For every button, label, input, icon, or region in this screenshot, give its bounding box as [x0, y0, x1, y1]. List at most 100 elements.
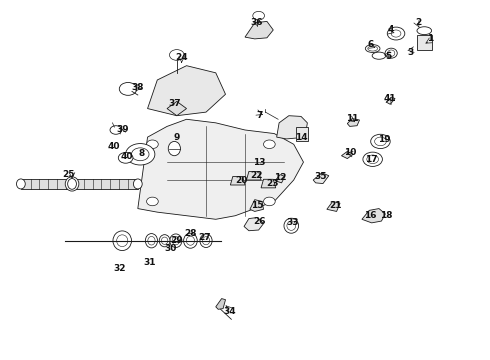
- Text: 36: 36: [250, 18, 263, 27]
- Text: 24: 24: [175, 53, 188, 62]
- Circle shape: [391, 30, 401, 37]
- Text: 8: 8: [139, 149, 145, 158]
- Circle shape: [374, 137, 386, 146]
- Ellipse shape: [372, 52, 386, 59]
- Polygon shape: [230, 176, 245, 185]
- Text: 25: 25: [62, 170, 75, 179]
- Text: 15: 15: [251, 201, 264, 210]
- Text: 37: 37: [169, 99, 181, 108]
- Ellipse shape: [200, 234, 212, 248]
- Text: 26: 26: [253, 217, 266, 226]
- Text: 33: 33: [287, 219, 299, 228]
- Polygon shape: [167, 102, 187, 116]
- Polygon shape: [138, 119, 303, 219]
- Text: 34: 34: [223, 307, 236, 316]
- Circle shape: [367, 155, 378, 163]
- Polygon shape: [246, 171, 261, 180]
- Text: 12: 12: [274, 173, 286, 182]
- Polygon shape: [327, 202, 340, 211]
- Ellipse shape: [117, 235, 128, 247]
- Circle shape: [147, 140, 158, 149]
- Ellipse shape: [184, 233, 197, 248]
- Circle shape: [110, 126, 122, 134]
- Bar: [416, 35, 432, 50]
- Circle shape: [253, 12, 265, 20]
- Bar: [21, 179, 138, 189]
- Ellipse shape: [168, 141, 180, 156]
- Circle shape: [387, 27, 405, 40]
- Polygon shape: [250, 200, 264, 211]
- Text: 22: 22: [250, 171, 263, 180]
- Ellipse shape: [113, 231, 131, 251]
- Ellipse shape: [161, 237, 168, 244]
- Polygon shape: [275, 175, 285, 183]
- Text: 40: 40: [107, 141, 120, 150]
- Ellipse shape: [417, 27, 432, 35]
- Polygon shape: [386, 97, 395, 104]
- Circle shape: [131, 148, 149, 161]
- Ellipse shape: [385, 48, 397, 58]
- Text: 32: 32: [113, 264, 125, 273]
- Text: 7: 7: [256, 111, 263, 120]
- Circle shape: [264, 140, 275, 149]
- Ellipse shape: [202, 237, 210, 245]
- Text: 39: 39: [116, 126, 128, 135]
- Text: 11: 11: [346, 114, 359, 123]
- Circle shape: [118, 153, 133, 163]
- Ellipse shape: [388, 50, 395, 57]
- Polygon shape: [313, 173, 329, 184]
- Ellipse shape: [133, 179, 142, 189]
- Text: 19: 19: [378, 135, 390, 144]
- Text: 30: 30: [165, 244, 177, 253]
- Text: 31: 31: [144, 258, 156, 267]
- Text: 29: 29: [171, 236, 183, 245]
- Text: 4: 4: [388, 26, 394, 35]
- Polygon shape: [245, 21, 273, 39]
- Ellipse shape: [368, 46, 377, 51]
- Text: 18: 18: [380, 211, 392, 220]
- Ellipse shape: [287, 221, 295, 230]
- Circle shape: [125, 144, 155, 165]
- Ellipse shape: [148, 237, 155, 245]
- Ellipse shape: [186, 236, 195, 245]
- Bar: [296, 127, 308, 141]
- Text: 1: 1: [427, 35, 433, 44]
- Text: 35: 35: [314, 172, 327, 181]
- Text: 41: 41: [384, 94, 396, 103]
- Text: 10: 10: [343, 148, 356, 157]
- Circle shape: [170, 50, 184, 60]
- Text: 9: 9: [173, 133, 180, 142]
- Text: 20: 20: [235, 176, 247, 185]
- Polygon shape: [347, 118, 360, 126]
- Polygon shape: [362, 208, 385, 223]
- Circle shape: [119, 82, 137, 95]
- Text: 38: 38: [131, 83, 144, 92]
- Ellipse shape: [170, 234, 182, 248]
- Text: 28: 28: [184, 229, 196, 238]
- Polygon shape: [216, 298, 225, 309]
- Ellipse shape: [284, 218, 298, 233]
- Polygon shape: [277, 116, 307, 139]
- Text: 21: 21: [329, 201, 342, 210]
- Circle shape: [264, 197, 275, 206]
- Polygon shape: [261, 179, 276, 188]
- Text: 3: 3: [408, 48, 414, 57]
- Text: 27: 27: [199, 233, 211, 242]
- Ellipse shape: [172, 237, 179, 245]
- Text: 23: 23: [266, 179, 278, 188]
- Text: 40: 40: [121, 152, 133, 161]
- Circle shape: [147, 197, 158, 206]
- Polygon shape: [147, 66, 225, 116]
- Text: 17: 17: [366, 155, 378, 164]
- Text: 16: 16: [365, 211, 377, 220]
- Text: 2: 2: [415, 18, 421, 27]
- Circle shape: [371, 134, 390, 149]
- Ellipse shape: [366, 45, 380, 53]
- Text: 13: 13: [253, 158, 266, 167]
- Ellipse shape: [146, 234, 158, 248]
- Polygon shape: [342, 152, 353, 158]
- Ellipse shape: [17, 179, 25, 189]
- Text: 14: 14: [295, 133, 308, 142]
- Ellipse shape: [65, 177, 79, 191]
- Text: 6: 6: [368, 40, 374, 49]
